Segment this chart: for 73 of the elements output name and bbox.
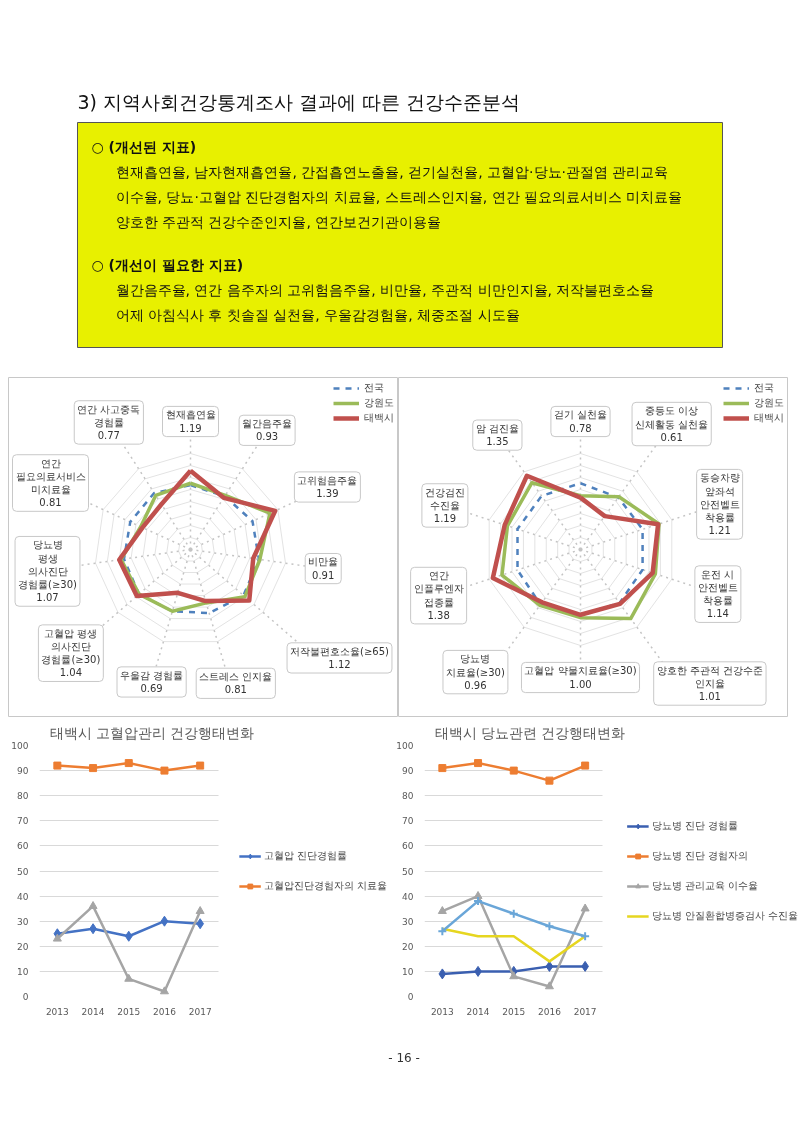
y-tick-label: 50 xyxy=(402,866,414,877)
x-tick-label: 2016 xyxy=(537,1006,562,1017)
y-tick-label: 0 xyxy=(22,992,29,1002)
spoke-label: 고위험음주율 1.39 xyxy=(297,474,358,500)
x-tick-label: 2016 xyxy=(153,1006,177,1017)
text: - 16 - xyxy=(388,1050,420,1065)
legend-label: 고혈압 진단경험률 xyxy=(263,848,347,863)
y-tick-label: 50 xyxy=(17,866,29,877)
legend-label: 강원도 xyxy=(754,396,784,410)
x-tick-label: 2014 xyxy=(81,1006,105,1017)
y-tick-label: 60 xyxy=(17,841,29,852)
x-tick-label: 2017 xyxy=(573,1006,597,1017)
y-tick-label: 80 xyxy=(402,791,414,802)
y-tick-label: 20 xyxy=(402,941,414,952)
y-tick-label: 70 xyxy=(17,816,29,827)
legend-label: 당뇨병 진단 경험률 xyxy=(651,818,738,833)
y-tick-label: 100 xyxy=(396,741,414,751)
spoke-label: 당뇨병 치료율(≥30) 0.96 xyxy=(445,653,505,691)
chart-title: 태백시 당뇨관련 건강행태변화 xyxy=(434,724,626,741)
legend-label: 고혈압진단경험자의 치료율 xyxy=(263,878,387,893)
legend-label: 당뇨병 안질환합병증검사 수진율 xyxy=(651,908,798,923)
legend-label: 태백시 xyxy=(364,411,394,425)
y-tick-label: 80 xyxy=(17,791,29,802)
legend-label: 태백시 xyxy=(754,411,784,425)
spoke-label: 건강검진 수진율 1.19 xyxy=(424,486,465,525)
y-tick-label: 30 xyxy=(17,916,29,927)
spoke-label: 연간 필요의료서비스 미치료율 0.81 xyxy=(15,457,86,509)
text: 3) 지역사회건강통계조사 결과에 따른 건강수준분석 xyxy=(77,90,521,113)
legend-label: 전국 xyxy=(364,381,384,395)
text: 월간음주율, 연간 음주자의 고위험음주율, 비만율, 주관적 비만인지율, 저작불편호소율 어제 아침식사 후 칫솔질 실천율, 우울감경험율, 체중조절 시도율 xyxy=(115,281,655,323)
y-tick-label: 90 xyxy=(402,766,414,777)
spoke-label: 암 검진율 1.35 xyxy=(475,423,519,448)
spoke-label: 연간 인플루엔자 접종률 1.38 xyxy=(413,570,464,621)
spoke-label: 운전 시 안전벨트 착용률 1.14 xyxy=(697,568,738,620)
legend-label: 당뇨병 관리교육 이수율 xyxy=(651,878,758,893)
spoke-label: 우울감 경험률 0.69 xyxy=(120,669,184,695)
x-tick-label: 2013 xyxy=(45,1006,69,1017)
y-tick-label: 100 xyxy=(11,741,29,751)
text: 현재흡연율, 남자현재흡연율, 간접흡연노출율, 걷기실천율, 고혈압·당뇨·관절염 관리교육 이수율, 당뇨·고혈압 진단경험자의 치료율, 스트레스인지율, 연간 필요의료서비스 미치료율 양호한 주관적 건강수준인지율, 연간보건기관이용율 xyxy=(115,163,683,230)
legend-label: 전국 xyxy=(754,381,774,395)
spoke-label: 월간음주율 0.93 xyxy=(242,418,293,443)
spoke-label: 비만율 0.91 xyxy=(308,556,339,581)
spoke-label: 동승차량 앞좌석 안전벨트 착용률 1.21 xyxy=(699,472,740,537)
spoke-label: 중등도 이상 신체활동 실천율 0.61 xyxy=(635,405,709,443)
x-tick-label: 2015 xyxy=(117,1006,141,1017)
x-tick-label: 2014 xyxy=(466,1006,490,1017)
spoke-label: 연간 사고중독 경험률 0.77 xyxy=(77,403,141,442)
text: ○ (개선이 필요한 지표) xyxy=(91,256,244,273)
spoke-label: 고혈압 평생 의사진단 경험률(≥30) 1.04 xyxy=(41,627,101,679)
x-tick-label: 2013 xyxy=(430,1006,454,1017)
y-tick-label: 40 xyxy=(17,891,29,902)
spoke-label: 현재흡연율 1.19 xyxy=(165,409,216,434)
y-tick-label: 20 xyxy=(17,941,29,952)
y-tick-label: 40 xyxy=(402,891,414,902)
y-tick-label: 10 xyxy=(402,966,414,977)
legend-label: 당뇨병 진단 경험자의 xyxy=(651,848,748,863)
x-tick-label: 2015 xyxy=(502,1006,526,1017)
y-tick-label: 60 xyxy=(402,841,414,852)
y-tick-label: 0 xyxy=(407,992,414,1002)
spoke-label: 양호한 주관적 건강수준 인지율 1.01 xyxy=(656,664,764,703)
x-tick-label: 2017 xyxy=(188,1006,212,1017)
legend-label: 강원도 xyxy=(364,396,394,410)
spoke-label: 저작불편호소율(≥65) 1.12 xyxy=(290,645,390,671)
chart-title: 태백시 고혈압관리 건강행태변화 xyxy=(49,724,255,741)
y-tick-label: 10 xyxy=(17,966,29,977)
y-tick-label: 30 xyxy=(402,916,414,927)
spoke-label: 고혈압 약물치료율(≥30) 1.00 xyxy=(524,665,637,690)
text: ○ (개선된 지표) xyxy=(91,138,197,155)
spoke-label: 걷기 실천율 0.78 xyxy=(553,409,608,434)
y-tick-label: 70 xyxy=(402,816,414,827)
spoke-label: 당뇨병 평생 의사진단 경험률(≥30) 1.07 xyxy=(18,539,78,604)
spoke-label: 스트레스 인지율 0.81 xyxy=(199,671,273,696)
y-tick-label: 90 xyxy=(17,766,29,777)
